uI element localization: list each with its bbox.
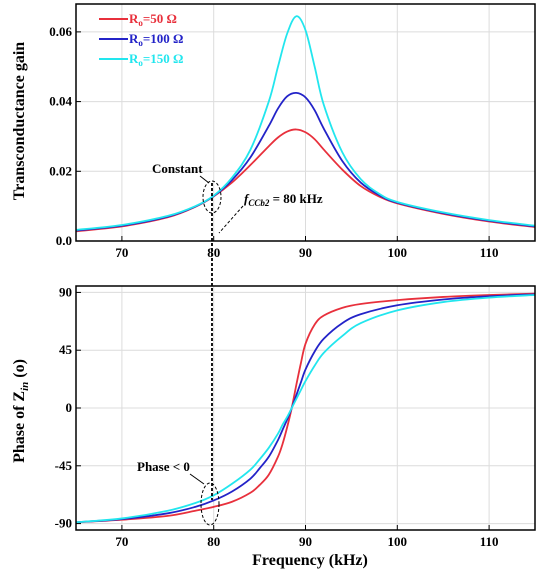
phase-arrow	[189, 473, 205, 485]
constant-annotation: Constant	[152, 161, 203, 176]
y-tick-label-0-04: 0.04	[49, 94, 72, 109]
bottom-series-group	[76, 292, 535, 524]
x-tick-label-90: 90	[299, 245, 312, 260]
legend-item-ro-50: Ro=50 Ω	[99, 11, 177, 28]
top-tick-labels: 70 80 90 100 110 0.0 0.02 0.04 0.06	[49, 24, 498, 260]
x-tick-label-110: 110	[480, 534, 499, 549]
bottom-y-axis-label: Phase of Zin (o)	[11, 359, 31, 463]
legend: Ro=50 Ω Ro=100 Ω Ro=150 Ω	[99, 11, 183, 68]
series-line-ro-150	[76, 15, 535, 231]
x-tick-label-110: 110	[480, 245, 499, 260]
bottom-grid	[76, 286, 535, 530]
phase-annotation: Phase < 0	[137, 459, 190, 474]
y-tick-label-0-06: 0.06	[49, 24, 72, 39]
x-tick-label-70: 70	[115, 245, 128, 260]
y-tick-label-0: 0	[66, 400, 73, 415]
y-tick-label-45: 45	[59, 342, 73, 357]
legend-label-ro-150: Ro=150 Ω	[129, 51, 183, 68]
bottom-plot: 70 80 90 100 110 90 45 0 -45 -90 Phase of Zin (o)…	[11, 284, 536, 569]
y-tick-label-0-0: 0.0	[56, 233, 72, 248]
legend-label-ro-50: Ro=50 Ω	[129, 11, 177, 28]
legend-item-ro-100: Ro=100 Ω	[99, 31, 183, 48]
legend-item-ro-150: Ro=150 Ω	[99, 51, 183, 68]
top-y-axis-label: Transconductance gain	[11, 42, 28, 200]
x-tick-label-80: 80	[207, 245, 220, 260]
frequency-arrow	[218, 205, 244, 234]
x-tick-label-70: 70	[115, 534, 128, 549]
top-series-group	[76, 15, 535, 233]
constant-arrow	[199, 175, 210, 184]
phase-ellipse	[200, 482, 220, 526]
x-tick-label-100: 100	[388, 534, 408, 549]
legend-label-ro-100: Ro=100 Ω	[129, 31, 183, 48]
x-tick-label-80: 80	[207, 534, 220, 549]
y-tick-label-90: -90	[55, 516, 72, 531]
constant-ellipse	[202, 180, 222, 214]
top-plot: 70 80 90 100 110 0.0 0.02 0.04 0.06 Transconduct…	[11, 3, 536, 260]
series-line-ro-150	[76, 294, 535, 524]
frequency-annotation: fCCb2 = 80 kHz	[244, 191, 323, 208]
top-grid	[76, 4, 535, 241]
x-tick-label-100: 100	[388, 245, 408, 260]
y-tick-label-0-02: 0.02	[49, 163, 72, 178]
series-line-ro-50	[76, 292, 535, 524]
y-tick-label-45: -45	[55, 458, 73, 473]
bottom-x-axis-label: Frequency (kHz)	[252, 552, 368, 569]
y-tick-label-90: 90	[59, 284, 72, 299]
bottom-tick-labels: 70 80 90 100 110 90 45 0 -45 -90	[55, 284, 499, 549]
x-tick-label-90: 90	[299, 534, 312, 549]
